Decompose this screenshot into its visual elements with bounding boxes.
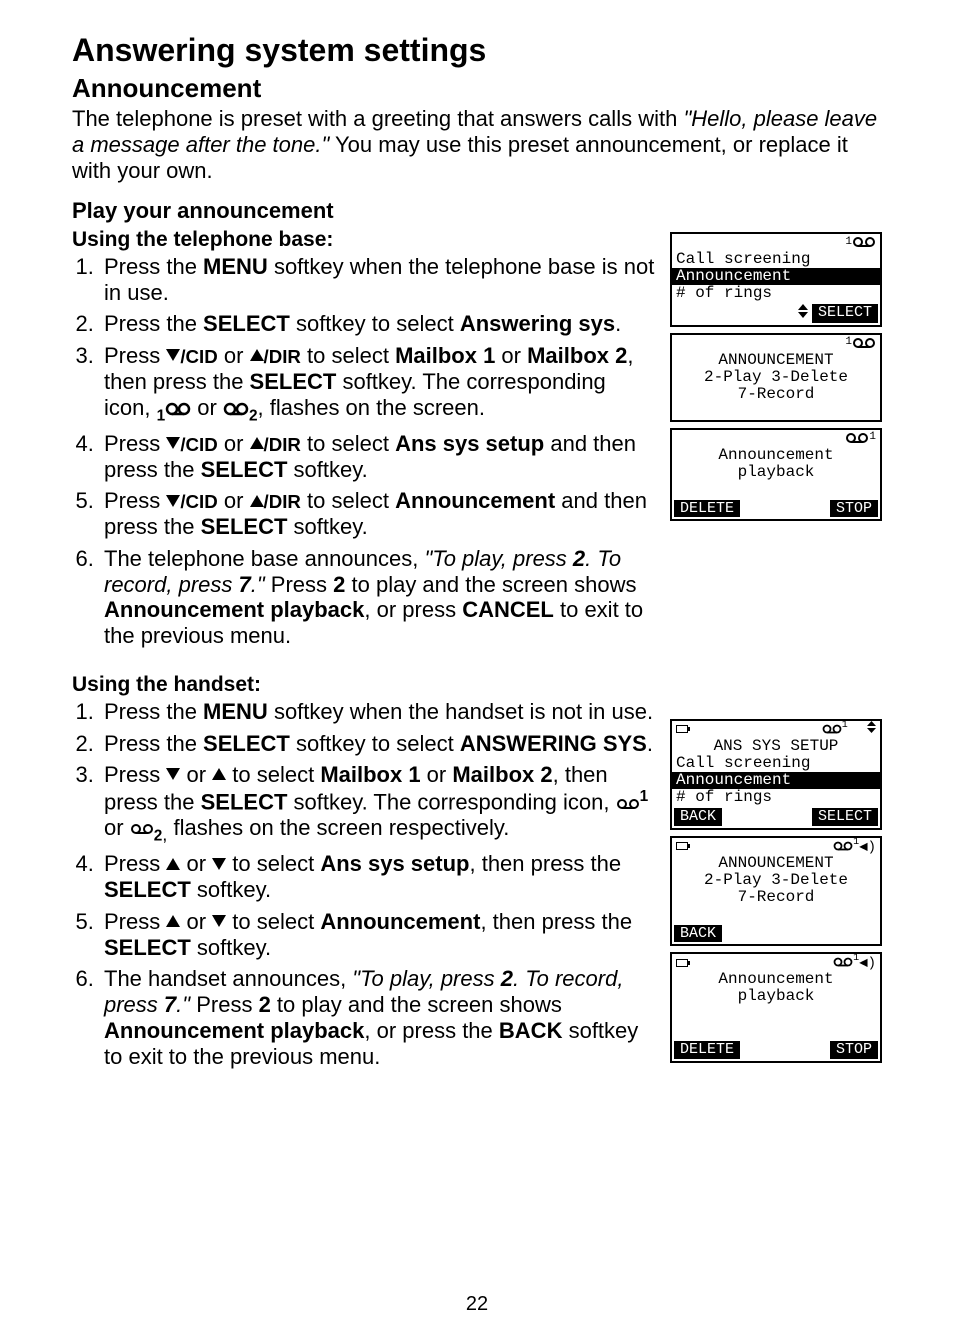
cassette-icon <box>852 236 876 248</box>
down-arrow-icon <box>212 915 226 927</box>
down-arrow-icon <box>166 495 180 507</box>
play-heading: Play your announcement <box>72 198 882 224</box>
hs-step-1: Press the MENU softkey when the handset … <box>100 699 656 725</box>
battery-icon <box>676 725 688 733</box>
base-step-6: The telephone base announces, "To play, … <box>100 546 656 649</box>
speaker-icon: ◀) <box>859 956 876 972</box>
cassette-icon <box>852 337 876 349</box>
base-step-2: Press the SELECT softkey to select Answe… <box>100 311 656 337</box>
page: Answering system settings Announcement T… <box>0 0 954 1336</box>
cassette-icon <box>833 957 853 967</box>
hs-step-5: Press or to select Announcement, then pr… <box>100 909 656 960</box>
down-arrow-icon <box>166 768 180 780</box>
handset-lcd-column: 1 ANS SYS SETUP Call screening Announcem… <box>670 719 882 1069</box>
cassette-icon <box>833 841 853 851</box>
delete-softkey: DELETE <box>674 1041 740 1059</box>
down-arrow-icon <box>166 437 180 449</box>
hs-step-4: Press or to select Ans sys setup, then p… <box>100 851 656 902</box>
cassette-icon <box>616 798 640 810</box>
lcd-hs-2: 1◀) ANNOUNCEMENT 2-Play 3-Delete 7-Recor… <box>670 836 882 947</box>
select-softkey: SELECT <box>812 808 878 826</box>
hs-step-2: Press the SELECT softkey to select ANSWE… <box>100 731 656 757</box>
base-text-column: Using the telephone base: Press the MENU… <box>72 226 656 655</box>
page-title: Answering system settings <box>72 32 882 69</box>
handset-subheading: Using the handset: <box>72 673 882 697</box>
battery-icon <box>676 842 688 850</box>
cassette-icon <box>223 402 249 416</box>
base-step-3: Press /CID or /DIR to select Mailbox 1 o… <box>100 343 656 425</box>
stop-softkey: STOP <box>830 500 878 518</box>
base-step-5: Press /CID or /DIR to select Announcemen… <box>100 488 656 539</box>
up-arrow-icon <box>250 437 264 449</box>
base-lcd-column: 1 Call screening Announcement # of rings… <box>670 226 882 528</box>
hs-step-6: The handset announces, "To play, press 2… <box>100 966 656 1069</box>
handset-text-column: Press the MENU softkey when the handset … <box>72 699 656 1076</box>
base-subheading: Using the telephone base: <box>72 228 656 252</box>
delete-softkey: DELETE <box>674 500 740 518</box>
stop-softkey: STOP <box>830 1041 878 1059</box>
up-arrow-icon <box>212 768 226 780</box>
back-softkey: BACK <box>674 808 722 826</box>
speaker-icon: ◀) <box>859 839 876 855</box>
updown-icon <box>798 304 808 323</box>
up-arrow-icon <box>250 495 264 507</box>
up-arrow-icon <box>166 915 180 927</box>
up-arrow-icon <box>166 858 180 870</box>
lcd-base-2: 1 ANNOUNCEMENT 2-Play 3-Delete 7-Record <box>670 333 882 422</box>
section-announcement: Announcement <box>72 73 882 104</box>
lcd-hs-1: 1 ANS SYS SETUP Call screening Announcem… <box>670 719 882 830</box>
cassette-icon <box>845 432 869 444</box>
back-softkey: BACK <box>674 925 722 943</box>
base-step-4: Press /CID or /DIR to select Ans sys set… <box>100 431 656 482</box>
base-step-1: Press the MENU softkey when the telephon… <box>100 254 656 305</box>
lcd-hs-3: 1◀) Announcement playback DELETE STOP <box>670 952 882 1063</box>
handset-row: Press the MENU softkey when the handset … <box>72 699 882 1076</box>
hs-step-3: Press or to select Mailbox 1 or Mailbox … <box>100 762 656 845</box>
up-arrow-icon <box>250 349 264 361</box>
battery-icon <box>676 959 688 967</box>
lcd-base-3: 1 Announcement playback DELETE STOP <box>670 428 882 522</box>
select-softkey: SELECT <box>812 304 878 323</box>
handset-steps-list: Press the MENU softkey when the handset … <box>72 699 656 1070</box>
intro-text: The telephone is preset with a greeting … <box>72 106 683 131</box>
cassette-icon <box>130 823 154 835</box>
down-arrow-icon <box>212 858 226 870</box>
updown-icon <box>867 721 876 733</box>
down-arrow-icon <box>166 349 180 361</box>
cassette-icon <box>822 724 842 734</box>
base-row: Using the telephone base: Press the MENU… <box>72 226 882 655</box>
lcd-base-1: 1 Call screening Announcement # of rings… <box>670 232 882 327</box>
intro-paragraph: The telephone is preset with a greeting … <box>72 106 882 184</box>
page-number: 22 <box>0 1293 954 1316</box>
base-steps-list: Press the MENU softkey when the telephon… <box>72 254 656 649</box>
cassette-icon <box>165 402 191 416</box>
